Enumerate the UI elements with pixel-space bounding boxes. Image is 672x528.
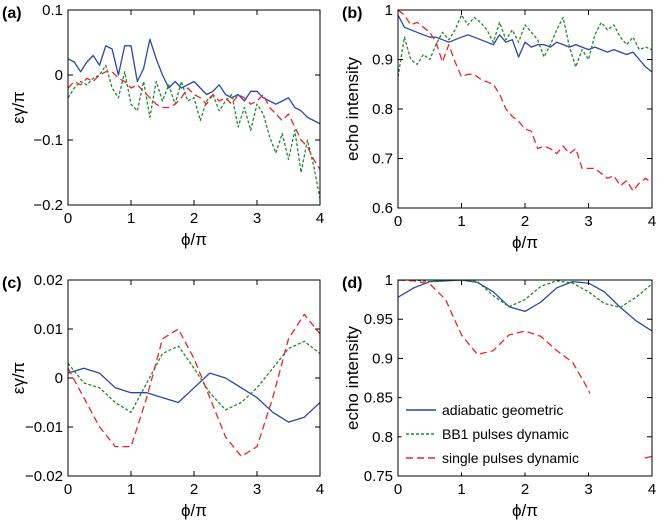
x-tick-label: 1 <box>457 213 465 230</box>
legend: adiabatic geometric BB1 pulses dynamic sin… <box>402 394 642 472</box>
panel-label: (a) <box>2 5 22 22</box>
y-tick-label: 0.01 <box>34 321 63 338</box>
panel-label: (d) <box>342 275 362 292</box>
series-line-0 <box>398 280 652 331</box>
panel-label: (c) <box>2 275 22 292</box>
x-axis-label: ϕ/π <box>181 501 207 520</box>
x-tick-label: 0 <box>394 481 402 498</box>
x-tick-label: 3 <box>584 213 592 230</box>
legend-entry-label: single pulses dynamic <box>442 450 579 466</box>
axes-frame <box>398 10 652 208</box>
x-axis-label: ϕ/π <box>181 230 207 249</box>
series-line-0 <box>68 368 320 422</box>
x-tick-label: 1 <box>127 210 135 227</box>
x-tick-label: 2 <box>190 210 198 227</box>
axes-frame <box>68 10 320 205</box>
y-tick-label: 0.8 <box>372 429 393 446</box>
y-tick-label: 0.02 <box>34 272 63 289</box>
x-tick-label: 2 <box>521 213 529 230</box>
y-tick-label: −0.2 <box>33 197 63 214</box>
x-tick-label: 4 <box>648 481 656 498</box>
series-line-1 <box>68 341 320 412</box>
y-tick-label: 0.95 <box>364 311 393 328</box>
x-tick-label: 4 <box>316 210 324 227</box>
y-tick-label: −0.01 <box>25 419 63 436</box>
legend-entry-label: BB1 pulses dynamic <box>442 426 569 442</box>
x-axis-label: ϕ/π <box>512 233 538 252</box>
x-tick-label: 3 <box>253 481 261 498</box>
panel-label: (b) <box>342 5 362 22</box>
y-tick-label: 0.75 <box>364 468 393 485</box>
y-tick-label: 0.8 <box>372 101 393 118</box>
x-tick-label: 3 <box>253 210 261 227</box>
y-tick-label: 1 <box>385 272 393 289</box>
y-tick-label: −0.1 <box>33 132 63 149</box>
y-tick-label: 1 <box>385 2 393 19</box>
series-line-2 <box>68 72 320 170</box>
y-axis-label: εγ/π <box>9 362 28 395</box>
panel-2: 0 1 2 3 4 −0.02 −0.01 0 0.01 0.02 ϕ/π εγ/π (c) <box>2 272 324 520</box>
panel-0: 0 1 2 3 4 −0.2 −0.1 0 0.1 ϕ/π εγ/π (a) <box>2 2 324 249</box>
x-axis-label: ϕ/π <box>512 501 538 520</box>
x-tick-label: 1 <box>127 481 135 498</box>
x-tick-label: 0 <box>64 210 72 227</box>
y-tick-label: 0 <box>55 67 63 84</box>
y-axis-label: echo intensity <box>343 326 362 430</box>
x-tick-label: 3 <box>584 481 592 498</box>
y-tick-label: 0.7 <box>372 151 393 168</box>
legend-entry-label: adiabatic geometric <box>442 402 563 418</box>
x-tick-label: 4 <box>648 213 656 230</box>
y-tick-label: 0.85 <box>364 390 393 407</box>
y-tick-label: 0.9 <box>372 52 393 69</box>
y-tick-label: 0 <box>55 370 63 387</box>
axes-frame <box>68 280 320 476</box>
y-tick-label: 0.9 <box>372 350 393 367</box>
y-axis-label: echo intensity <box>343 57 362 161</box>
series-line-1 <box>68 65 320 198</box>
x-tick-label: 2 <box>190 481 198 498</box>
y-axis-label: εγ/π <box>9 91 28 124</box>
x-tick-label: 4 <box>316 481 324 498</box>
series-line-0 <box>68 39 320 124</box>
series-line-1 <box>398 15 652 77</box>
x-tick-label: 0 <box>64 481 72 498</box>
y-tick-label: −0.02 <box>25 468 63 485</box>
x-tick-label: 0 <box>394 213 402 230</box>
panel-1: 0 1 2 3 4 0.6 0.7 0.8 0.9 1 ϕ/π echo intensity (b) <box>342 2 656 252</box>
x-tick-label: 2 <box>521 481 529 498</box>
y-tick-label: 0.6 <box>372 200 393 217</box>
x-tick-label: 1 <box>457 481 465 498</box>
y-tick-label: 0.1 <box>42 2 63 19</box>
series-line-2 <box>68 314 320 456</box>
